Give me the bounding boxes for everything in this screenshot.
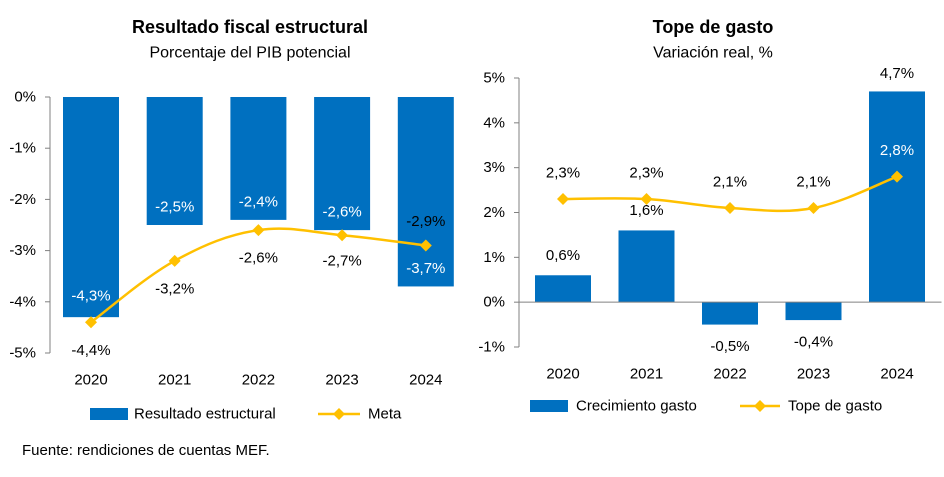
bar-data-label: -2,6% bbox=[323, 204, 362, 221]
line-data-label: -2,7% bbox=[323, 253, 362, 270]
line-data-label: 2,8% bbox=[880, 142, 914, 159]
series-line bbox=[90, 227, 426, 324]
x-tick-label: 2022 bbox=[713, 366, 746, 383]
x-tick-label: 2020 bbox=[546, 366, 579, 383]
chart-1: Resultado fiscal estructural Porcentaje d… bbox=[9, 17, 454, 423]
line-marker bbox=[252, 224, 265, 237]
bar bbox=[785, 302, 842, 321]
line-marker bbox=[557, 193, 569, 206]
legend-line-label: Tope de gasto bbox=[788, 398, 882, 415]
bar-data-label: -3,7% bbox=[406, 260, 445, 277]
bar bbox=[618, 230, 675, 303]
legend-bar-label: Resultado estructural bbox=[134, 406, 276, 423]
y-tick-label: 0% bbox=[483, 294, 505, 311]
x-tick-label: 2023 bbox=[797, 366, 830, 383]
line-marker bbox=[168, 254, 181, 267]
line-marker bbox=[891, 170, 903, 183]
legend-bar-swatch bbox=[530, 400, 568, 412]
bar bbox=[535, 275, 591, 303]
line-data-label: -2,6% bbox=[239, 250, 278, 267]
y-tick-label: 3% bbox=[483, 159, 505, 176]
bar-data-label: -4,3% bbox=[71, 288, 110, 305]
bar bbox=[314, 97, 371, 231]
y-tick-label: 1% bbox=[483, 249, 505, 266]
y-tick-label: -3% bbox=[9, 242, 36, 259]
y-tick-label: -1% bbox=[478, 339, 505, 356]
legend-bar-swatch bbox=[90, 408, 128, 420]
x-tick-label: 2021 bbox=[158, 372, 191, 389]
line-data-label: -3,2% bbox=[155, 280, 194, 297]
y-tick-label: 0% bbox=[14, 89, 36, 106]
line-marker bbox=[336, 229, 349, 242]
y-tick-label: 5% bbox=[483, 70, 505, 87]
line-data-label: 2,3% bbox=[629, 165, 663, 182]
line-data-label: 2,3% bbox=[546, 165, 580, 182]
x-tick-label: 2021 bbox=[630, 366, 663, 383]
x-tick-label: 2020 bbox=[74, 372, 107, 389]
y-tick-label: -5% bbox=[9, 345, 36, 362]
bar bbox=[63, 97, 119, 318]
line-marker bbox=[807, 202, 820, 215]
source-note: Fuente: rendiciones de cuentas MEF. bbox=[22, 442, 270, 459]
x-tick-label: 2022 bbox=[242, 372, 275, 389]
y-tick-label: -2% bbox=[9, 191, 36, 208]
bar-data-label: -2,4% bbox=[239, 193, 278, 210]
x-tick-label: 2023 bbox=[325, 372, 358, 389]
bar bbox=[397, 97, 454, 287]
bar-data-label: -2,5% bbox=[155, 199, 194, 216]
chart-2: Tope de gasto Variación real, % 5% 4% 3% 2% 1%… bbox=[478, 17, 942, 415]
chart-title: Resultado fiscal estructural bbox=[132, 17, 368, 37]
chart-subtitle: Variación real, % bbox=[653, 45, 773, 62]
y-tick-label: 2% bbox=[483, 204, 505, 221]
legend-bar-label: Crecimiento gasto bbox=[576, 398, 697, 415]
chart-title: Tope de gasto bbox=[653, 17, 774, 37]
bar-data-label: -0,4% bbox=[794, 334, 833, 351]
bar-data-label: 4,7% bbox=[880, 65, 914, 82]
x-tick-label: 2024 bbox=[409, 372, 442, 389]
bar-data-label: 0,6% bbox=[546, 247, 580, 264]
line-marker bbox=[640, 193, 653, 206]
legend-line-marker bbox=[333, 408, 345, 420]
line-data-label: 2,1% bbox=[796, 174, 830, 191]
bar bbox=[869, 91, 925, 303]
bar-data-label: -0,5% bbox=[710, 338, 749, 355]
line-data-label: 2,1% bbox=[713, 174, 747, 191]
y-tick-label: -4% bbox=[9, 293, 36, 310]
line-marker bbox=[724, 202, 736, 215]
line-marker bbox=[85, 316, 97, 329]
bar bbox=[702, 302, 758, 325]
bar bbox=[230, 97, 287, 220]
legend-line-label: Meta bbox=[368, 406, 402, 423]
chart-subtitle: Porcentaje del PIB potencial bbox=[149, 45, 350, 62]
line-marker bbox=[419, 239, 432, 252]
y-tick-label: 4% bbox=[483, 114, 505, 131]
bar-data-label: 1,6% bbox=[629, 202, 663, 219]
line-data-label: -4,4% bbox=[71, 342, 110, 359]
y-tick-label: -1% bbox=[9, 140, 36, 157]
line-data-label: -2,9% bbox=[406, 213, 445, 230]
legend-line-marker bbox=[754, 400, 766, 412]
x-tick-label: 2024 bbox=[880, 366, 913, 383]
bar bbox=[146, 97, 203, 225]
